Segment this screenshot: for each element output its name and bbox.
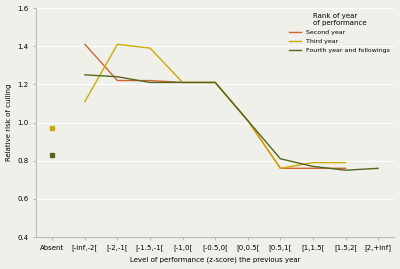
X-axis label: Level of performance (z-score) the previous year: Level of performance (z-score) the previ… <box>130 257 300 263</box>
Legend: Second year, Third year, Fourth year and followings: Second year, Third year, Fourth year and… <box>288 11 391 55</box>
Y-axis label: Relative risk of culling: Relative risk of culling <box>6 84 12 161</box>
